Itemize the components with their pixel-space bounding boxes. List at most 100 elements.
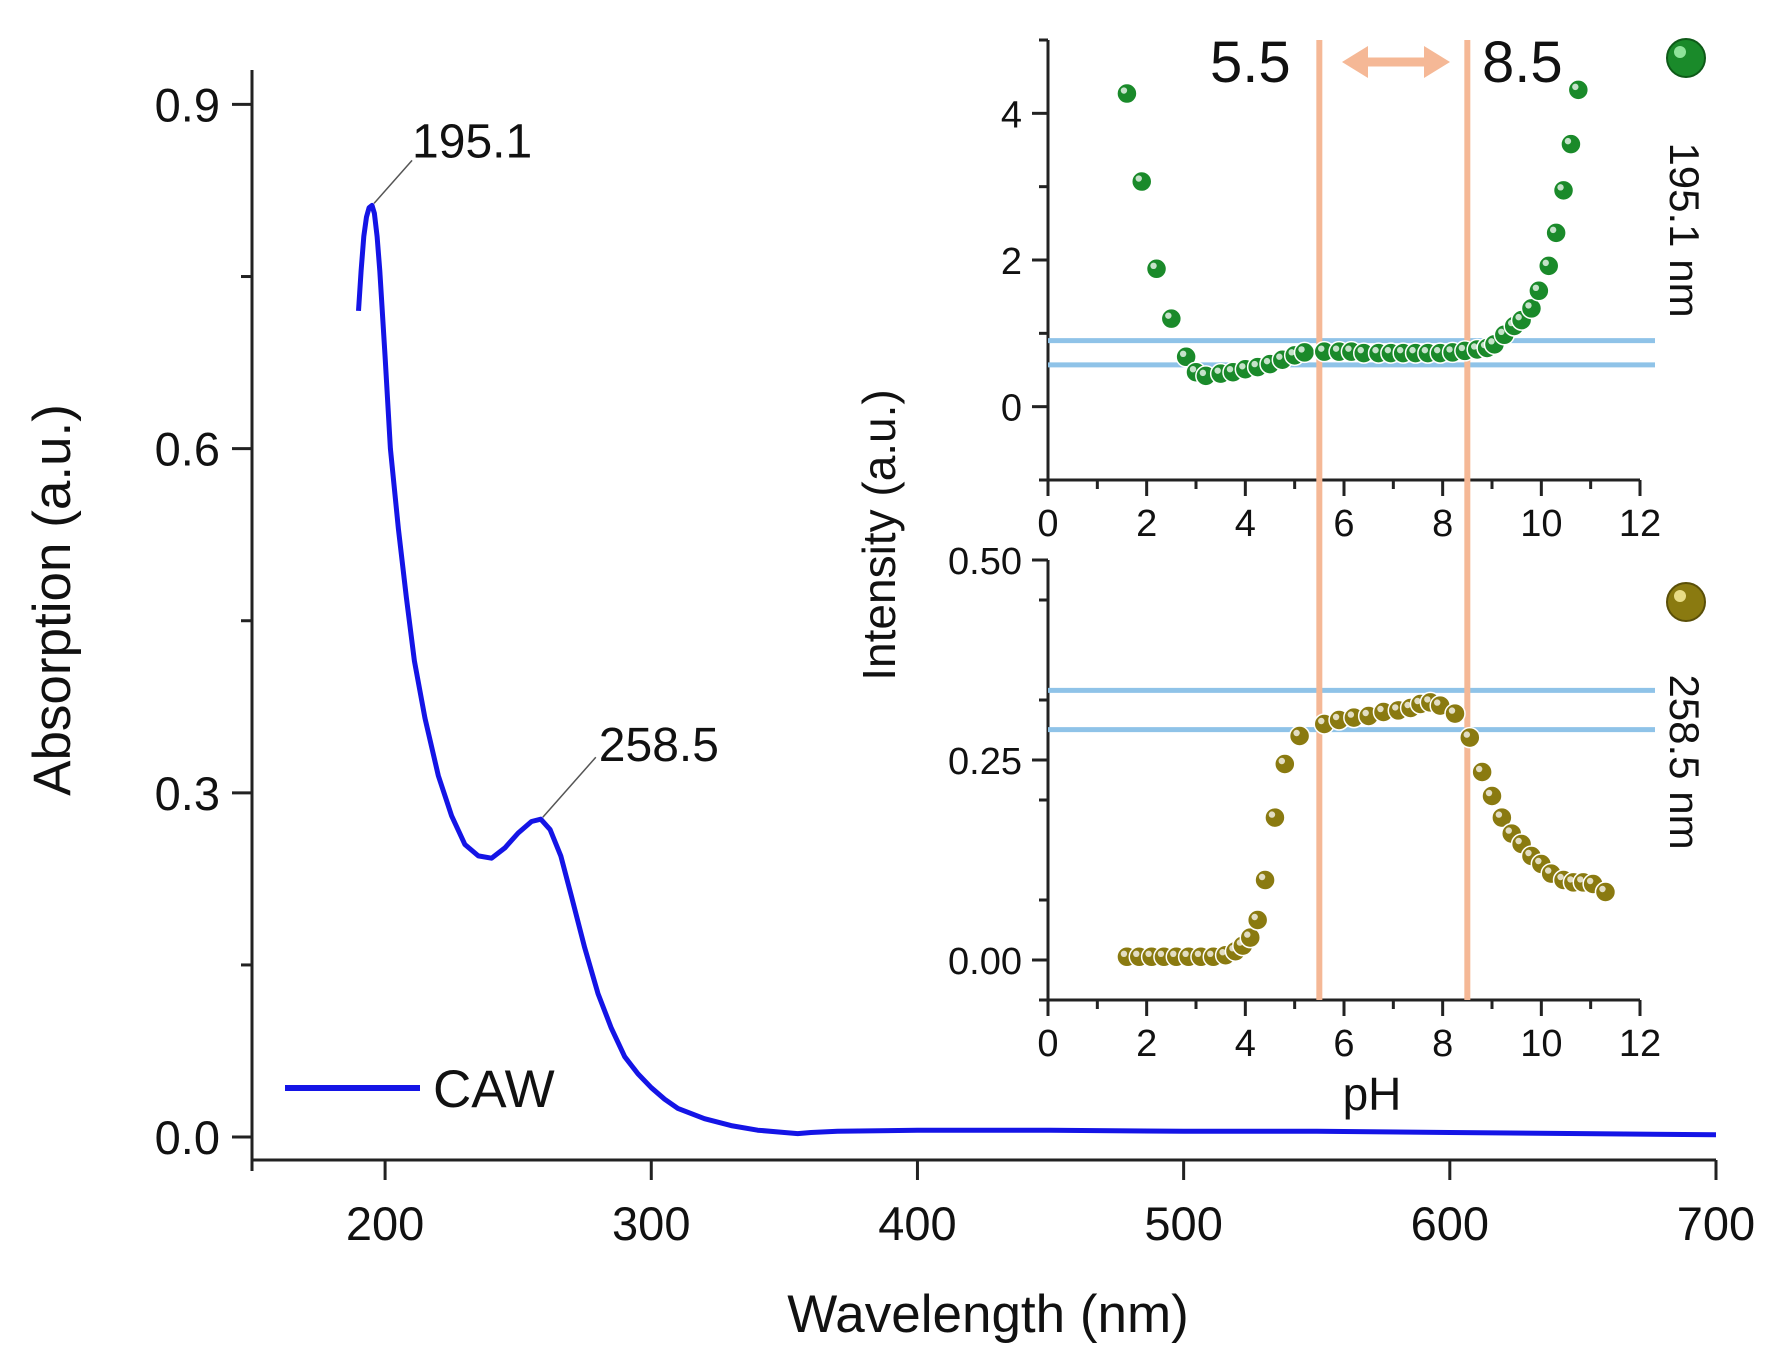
inset-top-points <box>1116 79 1590 387</box>
legend-258-marker-shine <box>1674 590 1686 602</box>
inset-data-point-shine <box>1448 707 1456 714</box>
main-y-ticks: 0.0 0.3 0.6 0.9 <box>155 78 252 1164</box>
caw-absorption-line <box>356 202 1717 1138</box>
legend-195-label: 195.1 nm <box>1661 142 1708 317</box>
inset-data-point <box>1528 280 1550 302</box>
legend-195-marker-shine <box>1674 46 1686 58</box>
inset-x-tick-label: 6 <box>1333 1023 1354 1065</box>
inset-data-point-shine <box>1150 262 1157 269</box>
inset-data-point-shine <box>1409 346 1416 354</box>
inset-data-point-shine <box>1244 931 1251 938</box>
inset-data-point-shine <box>1226 366 1234 373</box>
inset-data-point <box>1444 702 1466 725</box>
inset-data-point-shine <box>1318 717 1325 725</box>
inset-data-point <box>1560 133 1582 155</box>
inset-data-point <box>1160 307 1183 330</box>
main-y-tick-label: 0.0 <box>155 1111 220 1164</box>
inset-bottom-ticks: 0.00 0.25 0.50 0 2 4 6 8 10 12 <box>948 541 1661 1065</box>
inset-data-point <box>1116 82 1138 105</box>
inset-data-point-shine <box>1332 713 1340 721</box>
inset-data-point-shine <box>1599 885 1606 893</box>
inset-x-tick-label: 10 <box>1520 1023 1562 1065</box>
inset-data-point-shine <box>1446 346 1453 353</box>
main-x-tick-label: 600 <box>1411 1197 1489 1250</box>
inset-x-tick-label: 8 <box>1432 1023 1453 1065</box>
inset-data-point-shine <box>1239 363 1246 370</box>
inset-data-point <box>1264 806 1286 829</box>
inset-data-point-shine <box>1392 704 1399 711</box>
inset-data-point <box>1288 725 1311 747</box>
inset-data-point <box>1274 753 1296 775</box>
inset-y-tick-label: 2 <box>1001 241 1022 283</box>
inset-data-point-shine <box>1577 876 1584 883</box>
inset-y-tick-label: 0.25 <box>948 741 1022 783</box>
inset-data-point-shine <box>1567 876 1574 883</box>
inset-x-tick-label: 0 <box>1037 503 1058 545</box>
inset-y-tick-label: 4 <box>1001 94 1022 136</box>
inset-data-point-shine <box>1278 757 1286 765</box>
legend-195-marker <box>1666 38 1706 78</box>
inset-data-point <box>1459 726 1481 749</box>
inset-data-point-shine <box>1532 284 1540 291</box>
inset-data-point-shine <box>1263 357 1271 365</box>
inset-data-point-shine <box>1505 827 1512 834</box>
inset-data-point-shine <box>1458 344 1466 352</box>
inset-data-point-shine <box>1404 701 1411 709</box>
inset-data-point-shine <box>1357 346 1364 354</box>
range-high-label: 8.5 <box>1482 30 1563 95</box>
inset-data-point-shine <box>1120 950 1128 957</box>
inset-data-point-shine <box>1189 366 1197 373</box>
main-y-tick-label: 0.3 <box>155 767 220 820</box>
inset-x-tick-label: 8 <box>1432 503 1453 545</box>
inset-data-point-shine <box>1525 849 1532 857</box>
inset-y-axis-title: Intensity (a.u.) <box>853 389 905 680</box>
legend-258-label: 258.5 nm <box>1661 674 1708 849</box>
inset-data-point <box>1594 881 1617 903</box>
inset-data-point-shine <box>1397 346 1404 354</box>
inset-data-point <box>1537 255 1560 277</box>
legend-label: CAW <box>433 1060 555 1119</box>
inset-data-point-shine <box>1199 369 1207 377</box>
inset-data-point-shine <box>1157 950 1165 957</box>
inset-data-point <box>1545 222 1567 244</box>
main-x-ticks: 200 300 400 500 600 700 <box>250 1160 1755 1250</box>
inset-data-point-shine <box>1276 353 1283 360</box>
inset-data-point-shine <box>1293 729 1300 737</box>
inset-data-point-shine <box>1214 367 1221 374</box>
main-y-tick-label: 0.6 <box>155 423 220 476</box>
inset-data-point-shine <box>1298 346 1305 353</box>
inset-data-point <box>1130 170 1153 193</box>
main-absorption-chart: 0.00.30.60.9 200 300 400 500 600 700 195.1 25… <box>23 70 1755 1344</box>
reference-bands <box>1048 338 1655 733</box>
inset-data-point <box>1246 909 1269 931</box>
inset-data-point-shine <box>1434 699 1441 706</box>
inset-data-point <box>1145 258 1168 280</box>
inset-x-tick-label: 2 <box>1136 503 1157 545</box>
inset-data-point-shine <box>1557 873 1564 881</box>
inset-data-point-shine <box>1498 328 1505 335</box>
inset-data-point-shine <box>1525 302 1532 309</box>
inset-data-point-shine <box>1345 345 1352 352</box>
inset-bottom-points <box>1116 691 1617 968</box>
inset-top-ticks: 0 2 4 0 2 4 6 8 10 12 <box>1001 38 1661 545</box>
main-x-tick-label: 400 <box>878 1197 956 1250</box>
inset-data-point-shine <box>1170 950 1177 957</box>
inset-data-point-shine <box>1120 87 1128 94</box>
inset-data-point-shine <box>1463 731 1471 738</box>
inset-data-point <box>1552 179 1575 202</box>
inset-x-tick-label: 2 <box>1136 1023 1157 1065</box>
main-x-tick-label: 700 <box>1677 1197 1755 1250</box>
inset-data-point-shine <box>1347 711 1355 718</box>
inset-data-point-shine <box>1515 313 1522 321</box>
inset-data-point-shine <box>1495 811 1503 818</box>
inset-y-tick-label: 0.50 <box>948 541 1022 583</box>
inset-data-point-shine <box>1133 950 1140 957</box>
inset-data-point-shine <box>1485 789 1493 797</box>
inset-data-point-shine <box>1194 950 1202 957</box>
inset-x-tick-label: 12 <box>1619 503 1661 545</box>
inset-data-point <box>1471 761 1493 783</box>
inset-x-tick-label: 0 <box>1037 1023 1058 1065</box>
inset-data-point-shine <box>1586 877 1594 885</box>
inset-x-tick-label: 6 <box>1333 503 1354 545</box>
inset-y-tick-label: 0 <box>1001 388 1022 430</box>
